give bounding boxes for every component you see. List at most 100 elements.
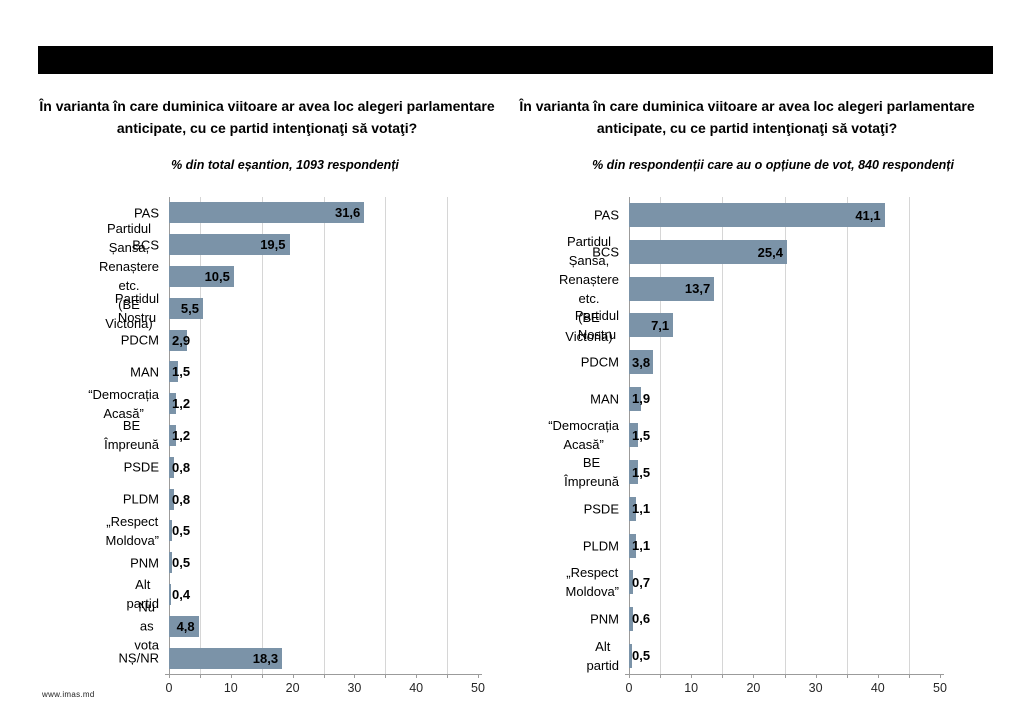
bar	[169, 520, 173, 542]
chart-row: 0,6 PNM	[590, 601, 940, 638]
chart-subtitle: % din total eșantion, 1093 respondenți	[171, 158, 399, 172]
x-tick-label: 20	[746, 681, 761, 695]
bar-value-label: 1,5	[632, 464, 651, 480]
bar	[629, 350, 653, 375]
category-label: BCS	[132, 237, 159, 253]
axis-tick	[722, 674, 724, 678]
bar	[169, 583, 172, 605]
chart-row: 0,7 „Respect Moldova”	[566, 564, 940, 601]
category-label: PNM	[590, 611, 619, 627]
bar-value-label: 0,7	[632, 574, 651, 590]
axis-tick	[385, 674, 387, 678]
bar	[169, 615, 199, 637]
bar	[629, 423, 639, 448]
gridline	[323, 197, 325, 674]
gridline	[447, 197, 449, 674]
chart-row: 4,8 Nu as vota	[134, 600, 478, 653]
bar-value-label: 1,2	[172, 396, 191, 412]
chart-row: 0,8 PLDM	[123, 483, 478, 515]
chart-row: 5,5 Partidul Nostru	[115, 291, 478, 325]
x-tick-label: 20	[285, 681, 300, 695]
category-label: BE Împreună	[564, 455, 620, 490]
bar	[169, 265, 234, 287]
chart-row: 3,8 PDCM	[581, 344, 940, 381]
bar-value-label: 0,5	[172, 523, 191, 539]
category-label: PAS	[593, 207, 619, 223]
category-label: Alt partid	[126, 577, 160, 612]
x-tick-label: 40	[870, 681, 885, 695]
bar	[629, 606, 633, 631]
chart-row: 1,2 BE Împreună	[104, 418, 478, 452]
axis-tick	[416, 674, 418, 678]
x-tick-label: 10	[223, 681, 238, 695]
chart-row: 0,5 PNM	[130, 547, 478, 579]
gridline	[199, 197, 201, 674]
bar-value-label: 1,1	[632, 538, 651, 554]
x-tick-label: 0	[165, 681, 173, 695]
bar-value-label: 41,1	[855, 207, 881, 223]
bar	[629, 313, 674, 338]
chart-row: 10,5 Partidul Șansa, Renaștere etc. (BE V…	[99, 221, 478, 331]
category-label: „Respect Moldova”	[565, 565, 619, 600]
chart-row: 1,2 “Democrația Acasă”	[88, 387, 478, 421]
axis-tick	[199, 674, 201, 678]
bar	[169, 456, 174, 478]
axis-tick	[323, 674, 325, 678]
bar	[629, 240, 787, 265]
axis-tick	[169, 674, 170, 678]
x-tick-label: 50	[933, 681, 947, 695]
gridline	[908, 197, 910, 674]
category-label: Partidul Nostru	[574, 308, 619, 343]
bar-value-label: 1,9	[632, 391, 651, 407]
chart-row: 25,4 BCS	[592, 234, 940, 271]
x-tick-label: 10	[684, 681, 699, 695]
bar-value-label: 1,5	[632, 427, 651, 443]
bar-value-label: 18,3	[252, 650, 279, 666]
website-label: www.imas.md	[42, 690, 95, 699]
axis-tick	[815, 674, 817, 678]
axis-tick	[940, 674, 941, 678]
bar-value-label: 1,5	[172, 364, 191, 380]
category-label: PNM	[130, 555, 159, 571]
bar-value-label: 31,6	[334, 205, 361, 221]
chart-title: În varianta în care duminica viitoare ar…	[39, 98, 495, 136]
bar	[169, 361, 179, 383]
bar	[169, 329, 187, 351]
bar	[169, 424, 177, 446]
gridline	[385, 197, 387, 674]
chart-row: 1,5 “Democrația Acasă”	[548, 417, 940, 454]
axis-tick	[261, 674, 263, 678]
bar-value-label: 0,8	[172, 491, 191, 507]
header-bar	[38, 46, 993, 74]
chart-row: 0,4 Alt partid	[126, 577, 478, 611]
bar	[629, 276, 715, 301]
chart-row: 0,5 Alt partid	[586, 637, 940, 674]
gridline	[660, 197, 662, 674]
chart-row: 2,9 PDCM	[121, 324, 478, 356]
chart-panel-voting-option: În varianta în care duminica viitoare ar…	[497, 88, 997, 695]
bar-value-label: 7,1	[651, 317, 670, 333]
bar	[169, 488, 174, 510]
bar-value-label: 3,8	[632, 354, 651, 370]
category-label: BCS	[592, 244, 619, 260]
x-tick-label: 30	[808, 681, 823, 695]
bar	[169, 234, 290, 256]
bar	[629, 533, 636, 558]
bar	[169, 647, 283, 669]
axis-tick	[447, 674, 449, 678]
chart-row: 0,5 „Respect Moldova”	[106, 514, 478, 548]
gridline	[722, 197, 724, 674]
gridline	[846, 197, 848, 674]
axis-tick	[784, 674, 786, 678]
bar	[629, 460, 639, 485]
gridline	[261, 197, 263, 674]
bar	[629, 643, 633, 668]
chart-row: 0,8 PSDE	[124, 451, 478, 483]
category-label: “Democrația Acasă”	[88, 386, 159, 421]
chart-row: 13,7 Partidul Șansa, Renaștere etc. (BE V…	[559, 234, 940, 344]
chart-row: 1,9 MAN	[590, 380, 940, 417]
x-tick-label: 40	[409, 681, 424, 695]
axis-tick	[354, 674, 356, 678]
bar-value-label: 0,8	[172, 459, 191, 475]
bar	[169, 552, 173, 574]
